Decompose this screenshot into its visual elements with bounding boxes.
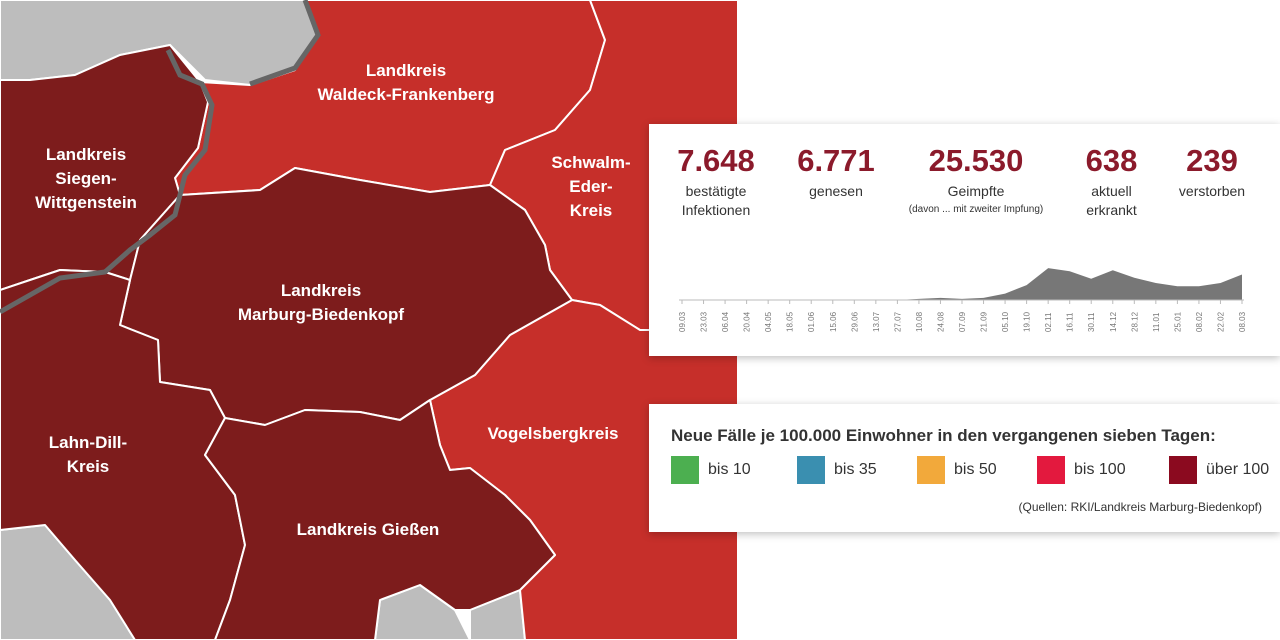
region-label-siegen: Landkreis Siegen-Wittgenstein	[35, 145, 137, 212]
legend-title: Neue Fälle je 100.000 Einwohner in den v…	[671, 426, 1216, 445]
x-tick-label: 25.01	[1173, 311, 1182, 332]
region-label-lahn-dill: Lahn-Dill-Kreis	[49, 433, 127, 476]
x-tick-label: 29.06	[850, 311, 859, 332]
legend-label: bis 50	[954, 461, 997, 478]
stat-recovered: 6.771 genesen	[781, 142, 891, 201]
stat-value: 239	[1186, 143, 1238, 178]
x-tick-label: 06.04	[721, 311, 730, 332]
x-tick-label: 05.10	[1001, 311, 1010, 332]
source-note: (Quellen: RKI/Landkreis Marburg-Biedenko…	[1018, 500, 1262, 514]
x-tick-label: 30.11	[1087, 312, 1096, 332]
x-tick-label: 01.06	[807, 311, 816, 332]
legend-swatch	[1169, 456, 1197, 484]
stat-label: bestätigte Infektionen	[681, 183, 751, 218]
stat-value: 638	[1085, 143, 1138, 178]
x-tick-label: 16.11	[1066, 312, 1075, 332]
x-tick-label: 08.03	[1238, 311, 1247, 332]
x-tick-label: 07.09	[958, 311, 967, 332]
stat-value: 25.530	[928, 143, 1024, 178]
stat-vaccinated: 25.530 Geimpfte (davon ... mit zweiter I…	[891, 142, 1061, 217]
stat-label: genesen	[809, 183, 863, 199]
stat-deaths: 239 verstorben	[1157, 142, 1267, 201]
x-tick-label: 28.12	[1130, 311, 1139, 332]
trend-chart: 09.03 23.03 06.04 20.04 04.05 18.05 01.06 15.06…	[678, 268, 1247, 332]
legend-label: bis 10	[708, 461, 751, 478]
x-tick-label: 24.08	[936, 311, 945, 332]
region-label-waldeck: Landkreis Waldeck-Frankenberg	[318, 61, 495, 104]
stats-card: 7.648 bestätigte Infektionen 6.771 genese…	[649, 124, 1280, 356]
legend-swatch	[671, 456, 699, 484]
legend-item-bis-35: bis 35	[797, 456, 877, 484]
legend-swatch	[797, 456, 825, 484]
x-tick-label: 27.07	[893, 311, 902, 332]
stat-label: Geimpfte	[947, 183, 1005, 199]
legend-item-bis-50: bis 50	[917, 456, 997, 484]
legend-label: über 100	[1206, 461, 1270, 478]
trend-area	[682, 268, 1242, 300]
stat-confirmed: 7.648 bestätigte Infektionen	[661, 142, 771, 220]
legend-swatch	[1037, 456, 1065, 484]
legend-item-ueber-100: über 100	[1169, 456, 1269, 484]
stat-label: verstorben	[1178, 183, 1246, 199]
region-giessen[interactable]	[204, 399, 556, 640]
state-border	[0, 0, 321, 315]
x-tick-label: 04.05	[764, 311, 773, 332]
stat-value: 7.648	[677, 143, 755, 178]
legend-label: bis 35	[834, 461, 877, 478]
x-tick-label: 19.10	[1023, 311, 1032, 332]
stat-active: 638 aktuell erkrankt	[1069, 142, 1154, 220]
legend-item-bis-10: bis 10	[671, 456, 751, 484]
stat-label: aktuell erkrankt	[1086, 183, 1137, 218]
region-label-vogelsberg: Vogelsbergkreis	[487, 424, 618, 443]
x-tick-label: 18.05	[786, 311, 795, 332]
x-tick-label: 14.12	[1109, 311, 1118, 332]
region-label-giessen: Landkreis Gießen	[297, 520, 440, 539]
x-tick-label: 13.07	[872, 311, 881, 332]
stat-value: 6.771	[797, 143, 875, 178]
legend-swatch	[917, 456, 945, 484]
x-tick-label: 10.08	[915, 311, 924, 332]
x-tick-label: 11.01	[1152, 312, 1161, 332]
x-tick-label: 09.03	[678, 311, 687, 332]
stat-note: (davon ... mit zweiter Impfung)	[908, 204, 1044, 215]
x-tick-label: 15.06	[829, 311, 838, 332]
x-tick-label: 21.09	[980, 311, 989, 332]
legend-card: Neue Fälle je 100.000 Einwohner in den v…	[649, 404, 1280, 532]
legend-label: bis 100	[1074, 461, 1126, 478]
x-tick-label: 23.03	[700, 311, 709, 332]
x-tick-label: 20.04	[743, 311, 752, 332]
x-tick-label: 08.02	[1195, 311, 1204, 332]
region-label-schwalm: Schwalm-Eder-Kreis	[551, 153, 630, 220]
x-tick-label: 02.11	[1044, 312, 1053, 332]
legend-item-bis-100: bis 100	[1037, 456, 1126, 484]
region-label-marburg: Landkreis Marburg-Biedenkopf	[238, 281, 405, 324]
x-tick-label: 22.02	[1216, 311, 1225, 332]
